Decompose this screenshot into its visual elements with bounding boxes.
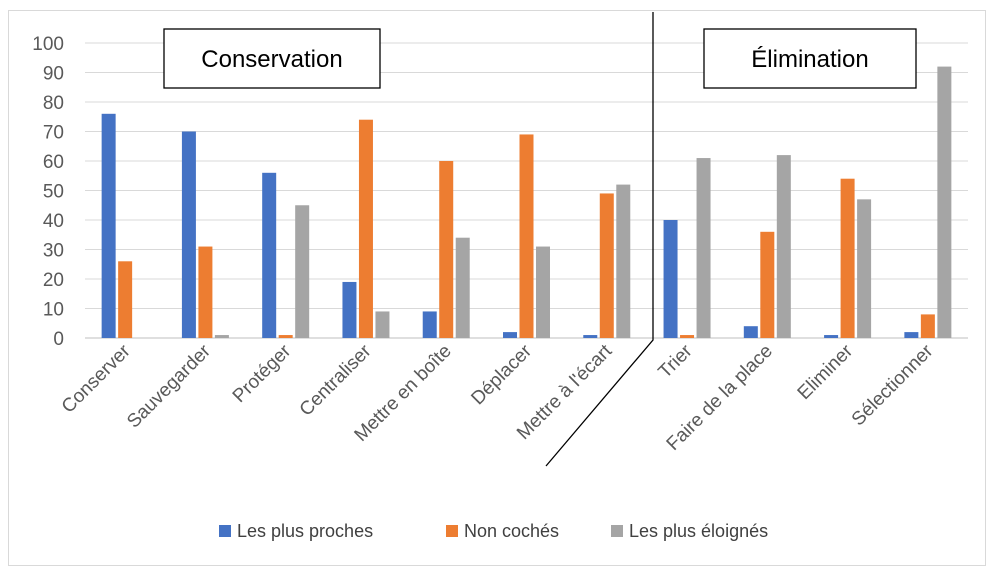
bar bbox=[358, 119, 373, 338]
bar bbox=[455, 237, 470, 338]
bars bbox=[101, 66, 952, 338]
y-tick-label: 70 bbox=[43, 123, 64, 144]
bar bbox=[840, 178, 855, 338]
bar bbox=[616, 184, 631, 338]
bar bbox=[663, 220, 678, 338]
bar bbox=[904, 332, 919, 338]
bar bbox=[198, 246, 213, 338]
y-tick-label: 80 bbox=[43, 93, 64, 114]
category-label: Centraliser bbox=[296, 340, 376, 420]
legend-label: Les plus proches bbox=[237, 521, 373, 541]
category-label: Conserver bbox=[58, 340, 135, 417]
bar bbox=[760, 231, 775, 338]
bar bbox=[920, 314, 935, 338]
section-box-elimination bbox=[703, 28, 917, 89]
category-label: Sélectionner bbox=[848, 340, 938, 430]
bar bbox=[743, 326, 758, 338]
bar bbox=[375, 311, 390, 338]
bar bbox=[181, 131, 196, 338]
bar bbox=[937, 66, 952, 338]
y-tick-label: 100 bbox=[32, 34, 64, 55]
bar bbox=[857, 199, 872, 338]
y-tick-label: 10 bbox=[43, 300, 64, 321]
bar bbox=[503, 332, 517, 338]
bar bbox=[118, 261, 133, 338]
legend: Les plus proches Non cochés Les plus éloig… bbox=[219, 521, 768, 541]
section-label-conservation: Conservation bbox=[201, 46, 342, 73]
category-label: Sauvegarder bbox=[123, 340, 215, 432]
bar bbox=[583, 335, 598, 338]
bar bbox=[824, 335, 839, 338]
category-label: Eliminer bbox=[794, 340, 858, 404]
bar bbox=[214, 335, 229, 338]
y-tick-label: 30 bbox=[43, 241, 64, 262]
legend-label: Non cochés bbox=[464, 521, 559, 541]
bar bbox=[278, 335, 293, 338]
bar bbox=[342, 281, 357, 338]
bar bbox=[422, 311, 437, 338]
y-tick-label: 0 bbox=[53, 329, 64, 350]
legend-label: Les plus éloignés bbox=[629, 521, 768, 541]
legend-swatch bbox=[219, 525, 231, 537]
category-label: Déplacer bbox=[467, 340, 536, 409]
bar bbox=[519, 134, 534, 338]
y-tick-label: 60 bbox=[43, 152, 64, 173]
bar bbox=[262, 172, 277, 338]
legend-swatch bbox=[446, 525, 458, 537]
chart-frame bbox=[8, 10, 986, 566]
bar bbox=[599, 193, 614, 338]
legend-swatch bbox=[611, 525, 623, 537]
y-tick-label: 40 bbox=[43, 211, 64, 232]
section-label-elimination: Élimination bbox=[751, 46, 868, 73]
category-label: Trier bbox=[655, 340, 697, 382]
bar bbox=[696, 158, 711, 338]
section-annotations: Conservation Élimination bbox=[163, 12, 917, 467]
bar bbox=[536, 246, 550, 338]
y-tick-label: 90 bbox=[43, 64, 64, 85]
category-label: Protéger bbox=[229, 340, 296, 407]
section-box-conservation bbox=[163, 28, 381, 89]
section-divider bbox=[545, 12, 654, 467]
bar bbox=[439, 161, 454, 338]
bar bbox=[776, 155, 791, 338]
y-tick-label: 20 bbox=[43, 270, 64, 291]
bar bbox=[680, 335, 695, 338]
bar bbox=[101, 113, 116, 338]
y-axis-ticks: 0 10 20 30 40 50 60 70 80 90 100 bbox=[32, 34, 64, 350]
bar bbox=[295, 205, 310, 338]
y-tick-label: 50 bbox=[43, 182, 64, 203]
